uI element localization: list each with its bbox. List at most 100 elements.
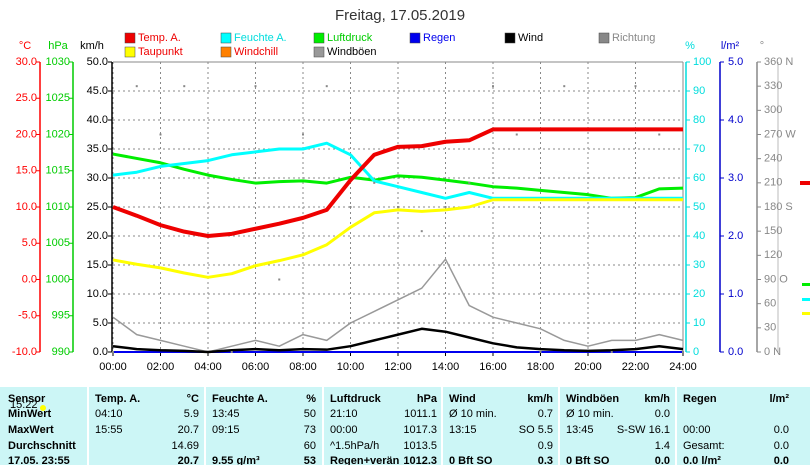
legend-swatch — [313, 46, 325, 58]
direction-dot — [468, 181, 471, 184]
table-cell: Luftdruck — [330, 393, 382, 405]
y-tick-label: 1020 — [46, 128, 70, 140]
table-cell: Ø 10 min. — [449, 408, 497, 420]
table-cell: 60 — [304, 440, 316, 452]
x-tick-label: 06:00 — [242, 361, 270, 373]
y-tick-label: 25.0 — [16, 92, 37, 104]
x-tick-label: 20:00 — [574, 361, 602, 373]
direction-dot — [444, 206, 447, 208]
table-cell: 0.0 — [774, 455, 789, 465]
table-cell: 1017.3 — [403, 424, 437, 436]
table-cell: Regen+verän — [330, 455, 400, 465]
y-tick-label: 180 S — [764, 201, 793, 213]
table-cell: 14.69 — [171, 440, 199, 452]
direction-dot — [325, 85, 328, 88]
side-bar — [802, 298, 810, 301]
x-tick-label: 22:00 — [622, 361, 650, 373]
table-cell: 5.9 — [184, 408, 199, 420]
axis-title: hPa — [48, 40, 68, 52]
table-cell: Durchschnitt — [8, 440, 76, 452]
x-tick-label: 02:00 — [147, 361, 175, 373]
y-tick-label: 210 — [764, 177, 782, 189]
direction-dot — [682, 351, 684, 353]
legend-swatch — [598, 32, 610, 44]
table-cell: Regen — [683, 393, 717, 405]
y-tick-label: 20.0 — [16, 128, 37, 140]
legend-label: Windchill — [234, 46, 278, 58]
direction-dot — [373, 181, 376, 184]
y-tick-label: 1000 — [46, 273, 70, 285]
series-line — [112, 152, 684, 200]
y-tick-label: 0.0 — [93, 346, 108, 358]
table-cell: % — [306, 393, 316, 405]
table-cell: 20.7 — [178, 455, 199, 465]
table-cell: 1011.1 — [404, 408, 437, 420]
y-tick-label: 40.0 — [87, 114, 108, 126]
table-cell: 13:45 — [566, 424, 594, 436]
y-tick-label: 40 — [693, 230, 705, 242]
x-tick-label: 12:00 — [384, 361, 412, 373]
legend-swatch — [409, 32, 421, 44]
y-tick-label: 240 — [764, 153, 782, 165]
table-cell: 0 Bft SO — [449, 455, 493, 465]
legend-label: Temp. A. — [138, 32, 181, 44]
chart-title: Freitag, 17.05.2019 — [335, 7, 465, 24]
y-tick-label: 70 — [693, 143, 705, 155]
y-tick-label: 10.0 — [16, 201, 37, 213]
y-tick-label: 2.0 — [728, 230, 743, 242]
y-tick-label: 90 O — [764, 273, 788, 285]
y-tick-label: 50 — [693, 201, 705, 213]
direction-dot — [349, 206, 352, 208]
y-tick-label: 1005 — [46, 237, 70, 249]
table-cell: 0.0 — [655, 408, 670, 420]
table-cell: 0.9 — [538, 440, 553, 452]
y-tick-label: 1025 — [46, 92, 70, 104]
x-tick-label: 08:00 — [289, 361, 317, 373]
direction-dot — [563, 85, 566, 88]
table-cell: 50 — [304, 408, 316, 420]
y-tick-label: 60 — [693, 172, 705, 184]
table-cell: 17.05. 23:55 — [8, 455, 70, 465]
table-cell: 73 — [304, 424, 316, 436]
table-cell: 1.4 — [655, 440, 670, 452]
table-cell: Windböen — [566, 393, 619, 405]
table-cell: 04:10 — [95, 408, 123, 420]
y-tick-label: -10.0 — [12, 346, 37, 358]
side-bar — [800, 181, 810, 185]
direction-dot — [159, 133, 162, 136]
x-tick-label: 00:00 — [99, 361, 127, 373]
legend-swatch — [124, 46, 136, 58]
table-cell: 0 Bft SO — [566, 455, 610, 465]
x-tick-label: 24:00 — [669, 361, 697, 373]
direction-dot — [492, 85, 494, 88]
y-tick-label: 1030 — [46, 56, 70, 68]
y-tick-label: 360 N — [764, 56, 793, 68]
axis-title: l/m² — [721, 40, 740, 52]
legend-swatch — [220, 32, 232, 44]
direction-dot — [634, 85, 637, 88]
y-tick-label: 20 — [693, 288, 705, 300]
table-cell: Sensor — [8, 393, 46, 405]
series-line — [112, 198, 683, 279]
table-cell: 15:55 — [95, 424, 123, 436]
legend-swatch — [124, 32, 136, 44]
y-tick-label: 45.0 — [87, 85, 108, 97]
x-tick-label: 18:00 — [527, 361, 555, 373]
y-tick-label: 995 — [52, 310, 70, 322]
y-tick-label: 30 — [764, 322, 776, 334]
table-cell: Ø 10 min. — [566, 408, 614, 420]
table-cell: 09:15 — [212, 424, 240, 436]
table-cell: 21:10 — [330, 408, 358, 420]
legend-label: Wind — [518, 32, 543, 44]
table-cell: 0.0 l/m² — [683, 455, 721, 465]
table-cell: 20.7 — [178, 424, 199, 436]
y-tick-label: 100 — [693, 56, 711, 68]
series-line — [112, 327, 684, 354]
y-tick-label: 30.0 — [87, 172, 108, 184]
table-cell: km/h — [527, 393, 553, 405]
legend-swatch — [313, 32, 325, 44]
y-tick-label: 0.0 — [728, 346, 743, 358]
y-tick-label: 990 — [52, 346, 70, 358]
direction-dot — [254, 85, 257, 88]
side-panel — [777, 62, 810, 352]
